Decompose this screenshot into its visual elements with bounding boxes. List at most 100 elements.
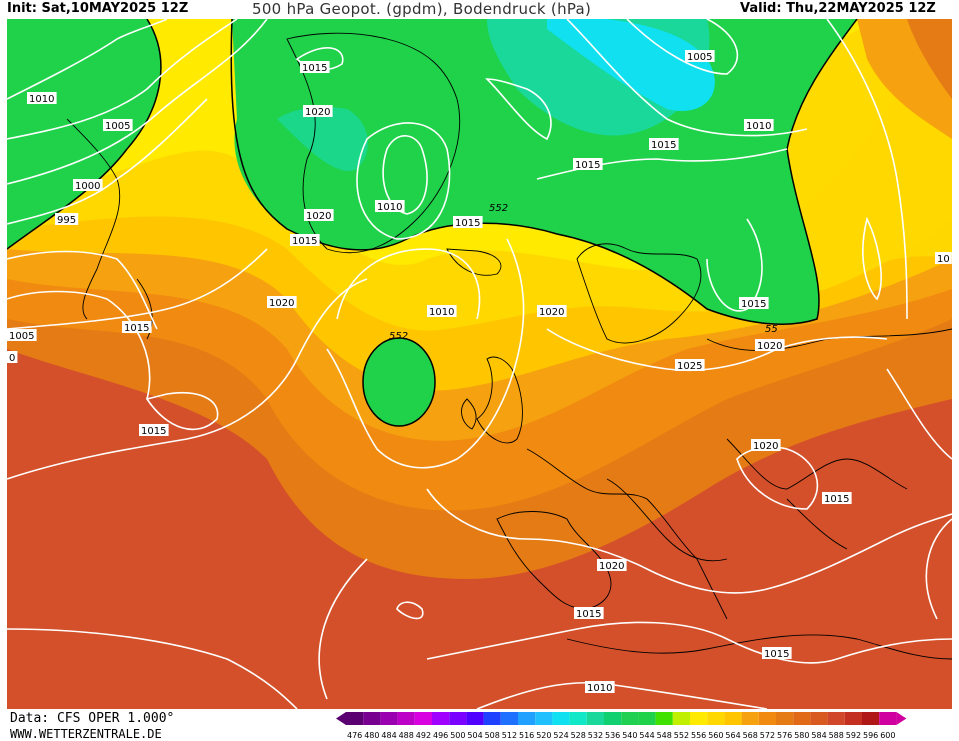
scale-swatch (380, 712, 398, 725)
scale-value: 480 (364, 731, 379, 740)
map-svg: 1010 1005 1000 995 1005 1015 1020 1015 1015 1020 1… (7, 19, 952, 709)
scale-value: 496 (433, 731, 448, 740)
isobar-label-text: 1015 (651, 140, 676, 151)
isobar-label-text: 995 (57, 215, 76, 226)
contour-label: 552 (389, 331, 408, 342)
isobar-label-text: 1010 (29, 94, 54, 105)
scale-swatch (449, 712, 467, 725)
isobar-label-text: 1005 (9, 331, 34, 342)
isobar-label: 1025 (675, 359, 705, 372)
isobar-label: 1020 (537, 305, 567, 318)
scale-value: 580 (794, 731, 809, 740)
isobar-label: 1015 (739, 297, 769, 310)
scale-swatch (500, 712, 518, 725)
scale-value: 564 (725, 731, 740, 740)
scale-value: 488 (399, 731, 414, 740)
scale-swatch (414, 712, 432, 725)
scale-swatch (844, 712, 862, 725)
isobar-label: 1020 (597, 559, 627, 572)
isobar-label-text: 1025 (677, 361, 702, 372)
scale-value: 516 (519, 731, 534, 740)
scale-value: 552 (674, 731, 689, 740)
scale-swatch (466, 712, 484, 725)
isobar-label: 1015 (290, 234, 320, 247)
scale-value: 484 (381, 731, 396, 740)
scale-value: 520 (536, 731, 551, 740)
isobar-label-text: 1010 (746, 121, 771, 132)
isobar-label: 1020 (751, 439, 781, 452)
isobar-label: 1010 (744, 119, 774, 132)
isobar-label: 1010 (585, 681, 615, 694)
color-scale: 476 480 484 488 492 496 500 504 508 512 516 520 524 5… (336, 712, 907, 740)
scale-value: 492 (416, 731, 431, 740)
isobar-labels: 1010 1005 1000 995 1005 1015 1020 1015 1015 1020 1… (7, 50, 952, 694)
isobar-label-text: 1020 (269, 298, 294, 309)
scale-arrow-right (896, 712, 907, 725)
scale-value: 500 (450, 731, 465, 740)
isobar-label: 1020 (267, 296, 297, 309)
isobar-label: 1010 (427, 305, 457, 318)
isobar-label-text: 1005 (105, 121, 130, 132)
data-source: Data: CFS OPER 1.000° (10, 711, 175, 726)
scale-swatch (758, 712, 776, 725)
isobar-label-text: 1015 (824, 494, 849, 505)
scale-swatch (724, 712, 742, 725)
isobar-label: 1010 (27, 92, 57, 105)
scale-swatch (638, 712, 656, 725)
scale-arrow-left (336, 712, 346, 725)
scale-value: 596 (863, 731, 878, 740)
isobar-label-text: 1020 (306, 211, 331, 222)
isobar-label: 1015 (122, 321, 152, 334)
isobar-label-text: 10 (937, 254, 950, 265)
isobar-label-text: 1010 (429, 307, 454, 318)
isobar-label-text: 0 (9, 353, 15, 364)
isobar-label-text: 1020 (305, 107, 330, 118)
isobar-label: 1005 (7, 329, 37, 342)
scale-swatch (569, 712, 587, 725)
scale-value: 572 (760, 731, 775, 740)
isobar-label-text: 1015 (575, 160, 600, 171)
isobar-label-text: 1005 (687, 52, 712, 63)
scale-value: 568 (743, 731, 758, 740)
scale-value: 592 (846, 731, 861, 740)
isobar-label: 1020 (303, 105, 333, 118)
scale-swatch (586, 712, 604, 725)
scale-value: 588 (829, 731, 844, 740)
isobar-label-text: 1020 (753, 441, 778, 452)
isobar-label: 1015 (453, 216, 483, 229)
isobar-label-text: 1000 (75, 181, 100, 192)
scale-swatch (741, 712, 759, 725)
scale-value: 536 (605, 731, 620, 740)
scale-value: 544 (639, 731, 654, 740)
isobar-label-text: 1020 (599, 561, 624, 572)
isobar-label-text: 1020 (757, 341, 782, 352)
isobar-label-text: 1020 (539, 307, 564, 318)
isobar-label: 1000 (73, 179, 103, 192)
scale-value: 508 (485, 731, 500, 740)
isobar-label: 995 (55, 213, 79, 226)
scale-value: 584 (811, 731, 826, 740)
field-green-west (7, 19, 161, 249)
scale-swatch (552, 712, 570, 725)
isobar-label-text: 1015 (455, 218, 480, 229)
scale-value: 476 (347, 731, 362, 740)
scale-swatch (535, 712, 553, 725)
contour-label: 552 (489, 203, 508, 214)
scale-swatch (672, 712, 690, 725)
scale-value: 528 (571, 731, 586, 740)
isobar-label: 10 (935, 252, 952, 265)
isobar-label: 1015 (573, 158, 603, 171)
isobars (7, 19, 952, 709)
scale-swatch (827, 712, 845, 725)
scale-swatch (776, 712, 794, 725)
contour-label: 55 (765, 324, 778, 335)
scale-swatch (432, 712, 450, 725)
init-time: Init: Sat,10MAY2025 12Z (7, 1, 189, 16)
isobar-label-text: 1015 (302, 63, 327, 74)
scale-swatch (363, 712, 381, 725)
isobar-label: 0 (7, 351, 18, 364)
isobar-label-text: 1015 (741, 299, 766, 310)
isobar-label-text: 1015 (124, 323, 149, 334)
forecast-map[interactable]: 1010 1005 1000 995 1005 1015 1020 1015 1015 1020 1… (7, 19, 952, 709)
